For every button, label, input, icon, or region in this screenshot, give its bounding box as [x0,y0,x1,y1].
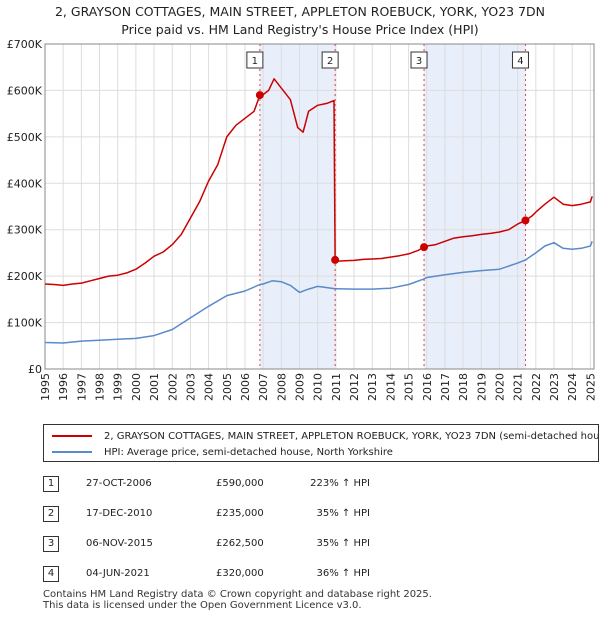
x-tick-label: 2018 [457,373,470,401]
sale-price: £235,000 [216,508,264,519]
price-chart: 1 2 3 4 £0 £100K £200K £300K £400K £500K £600K £700… [7,38,598,401]
sale-point-1 [255,91,264,100]
sale-point-4 [521,216,530,225]
y-tick-label: £100K [7,317,43,330]
x-tick-label: 1997 [75,373,88,401]
legend-item-property: 2, GRAYSON COTTAGES, MAIN STREET, APPLET… [52,429,599,443]
x-tick-label: 2022 [530,373,543,401]
property-price-line [44,78,593,287]
shaded-range-2 [424,44,526,369]
x-tick-label: 2005 [221,373,234,401]
sale-row-1: 1 27-OCT-2006 £590,000 223% ↑ HPI [0,476,600,494]
sale-point-2 [331,255,340,264]
x-tick-label: 2003 [184,373,197,401]
y-tick-label: £300K [7,224,43,237]
shaded-range-1 [259,44,336,369]
sale-marker-2: 2 [43,506,59,522]
sale-date: 06-NOV-2015 [86,538,153,549]
sale-marker-box-4 [511,51,529,69]
legend-swatch-property [52,435,92,437]
x-tick-label: 2025 [584,373,597,401]
legend-label-hpi: HPI: Average price, semi-detached house,… [104,446,393,458]
sale-date: 27-OCT-2006 [86,478,152,489]
legend: 2, GRAYSON COTTAGES, MAIN STREET, APPLET… [43,424,599,462]
sale-price: £590,000 [216,478,264,489]
x-tick-label: 2019 [475,373,488,401]
x-tick-label: 2017 [439,373,452,401]
y-tick-label: £0 [28,363,42,376]
footer-attribution: Contains HM Land Registry data © Crown c… [43,589,432,611]
y-tick-label: £500K [7,131,43,144]
y-tick-label: £700K [7,38,43,51]
x-tick-label: 2011 [330,373,343,401]
sale-marker-label-3: 3 [416,56,422,67]
x-tick-label: 2014 [384,373,397,401]
legend-item-hpi: HPI: Average price, semi-detached house,… [52,445,393,459]
x-tick-label: 2009 [294,373,307,401]
x-tick-label: 1996 [57,373,70,401]
chart-subtitle: Price paid vs. HM Land Registry's House … [121,22,479,37]
x-tick-label: 2000 [130,373,143,401]
x-tick-label: 2024 [566,373,579,401]
x-tick-label: 2004 [203,373,216,401]
sale-marker-label-4: 4 [517,56,523,67]
sale-row-3: 3 06-NOV-2015 £262,500 35% ↑ HPI [0,536,600,554]
sale-hpi-change: 36% ↑ HPI [316,568,370,579]
sale-marker-1: 1 [43,476,59,492]
y-tick-label: £200K [7,270,43,283]
chart-title: 2, GRAYSON COTTAGES, MAIN STREET, APPLET… [54,4,546,19]
sale-date: 17-DEC-2010 [86,508,153,519]
sale-price: £262,500 [216,538,264,549]
x-tick-label: 2006 [239,373,252,401]
sale-hpi-change: 223% ↑ HPI [310,478,370,489]
x-tick-label: 2021 [512,373,525,401]
hpi-line [44,241,593,344]
sale-row-4: 4 04-JUN-2021 £320,000 36% ↑ HPI [0,566,600,584]
y-tick-label: £600K [7,84,43,97]
sale-marker-4: 4 [43,566,59,582]
x-tick-label: 2002 [166,373,179,401]
x-tick-label: 2007 [257,373,270,401]
x-tick-label: 1998 [94,373,107,401]
sale-hpi-change: 35% ↑ HPI [316,538,370,549]
sale-marker-label-1: 1 [252,56,258,67]
sale-point-3 [420,243,429,252]
sale-row-2: 2 17-DEC-2010 £235,000 35% ↑ HPI [0,506,600,524]
x-tick-label: 1999 [112,373,125,401]
sale-marker-box-1 [246,51,264,69]
legend-swatch-hpi [52,451,92,453]
x-tick-label: 2023 [548,373,561,401]
footer-line-2: This data is licensed under the Open Gov… [43,600,362,611]
legend-label-property: 2, GRAYSON COTTAGES, MAIN STREET, APPLET… [104,430,599,442]
sale-marker-label-2: 2 [327,56,333,67]
x-tick-label: 2012 [348,373,361,401]
x-tick-label: 2020 [493,373,506,401]
x-tick-label: 2013 [366,373,379,401]
plot-frame [44,43,595,370]
sale-price: £320,000 [216,568,264,579]
x-tick-label: 2016 [421,373,434,401]
sale-marker-box-2 [321,51,339,69]
x-tick-label: 2008 [275,373,288,401]
sale-marker-3: 3 [43,536,59,552]
x-tick-label: 2010 [312,373,325,401]
sale-hpi-change: 35% ↑ HPI [316,508,370,519]
x-tick-label: 2001 [148,373,161,401]
sale-marker-box-3 [410,51,428,69]
sale-date: 04-JUN-2021 [86,568,150,579]
footer-line-1: Contains HM Land Registry data © Crown c… [43,589,432,600]
y-tick-label: £400K [7,177,43,190]
x-tick-label: 2015 [403,373,416,401]
x-tick-label: 1995 [39,373,52,401]
